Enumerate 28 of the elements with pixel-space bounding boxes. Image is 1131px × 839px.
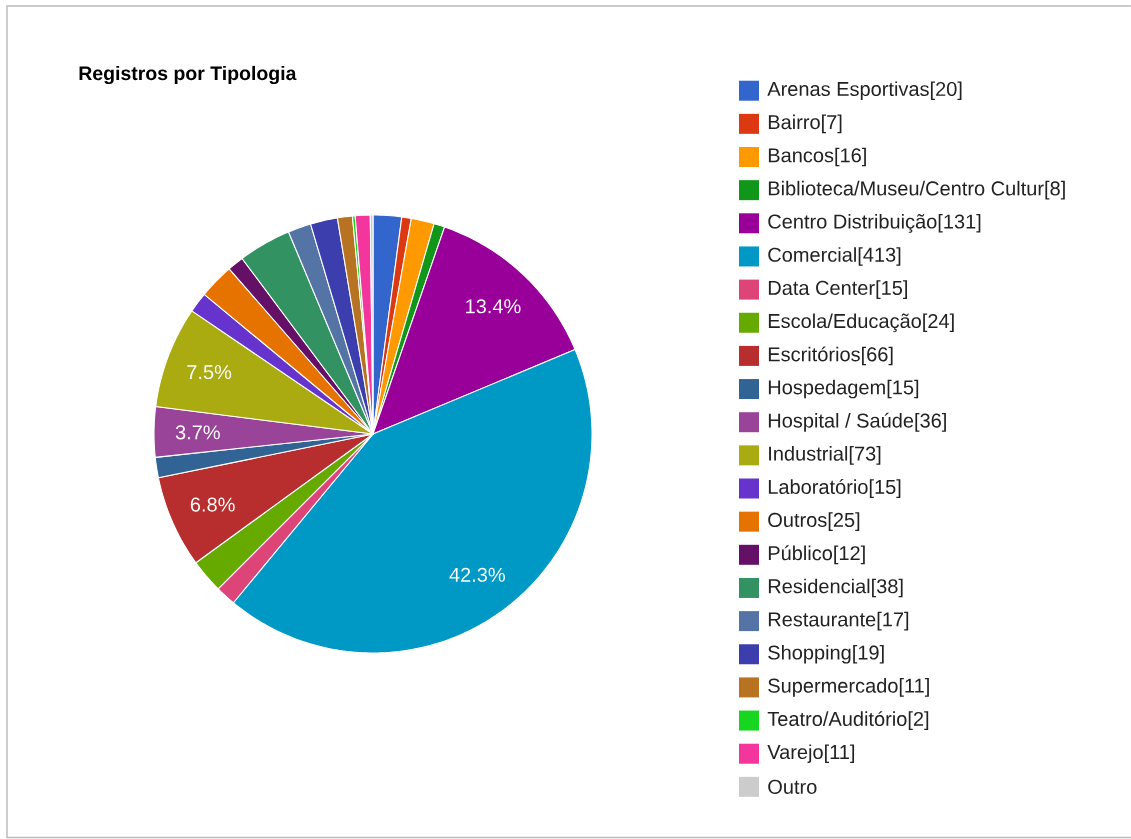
legend-label: Teatro/Auditório[2] xyxy=(767,711,929,730)
data-label: 13.4% xyxy=(466,299,521,314)
data-label: 42.3% xyxy=(449,567,505,582)
legend-label: Bairro[7] xyxy=(768,114,842,134)
legend-label: Público[12] xyxy=(768,545,865,565)
legend-label: Bancos[16] xyxy=(768,147,866,167)
chart-title: Registros por Tipologia xyxy=(79,65,297,85)
legend-label: Arenas Esportivas[20] xyxy=(767,81,962,101)
legend-label: Centro Distribuição[131] xyxy=(768,213,981,233)
legend-label: Varejo[11] xyxy=(767,744,855,764)
legend-label: Hospital / Saúde[36] xyxy=(768,412,946,432)
legend-label: Data Center[15] xyxy=(768,280,907,299)
legend-label: Residencial[38] xyxy=(768,578,903,598)
legend-label: Escritórios[66] xyxy=(768,346,893,366)
legend-label: Industrial[73] xyxy=(769,446,881,465)
legend-label: Outro xyxy=(768,779,817,794)
legend-label: Laboratório[15] xyxy=(768,479,901,498)
legend-label: Outros[25] xyxy=(768,512,860,531)
legend-label: Restaurante[17] xyxy=(768,611,909,631)
legend-label: Hospedagem[15] xyxy=(768,379,919,399)
data-label: 6.8% xyxy=(190,497,235,512)
data-label: 3.7% xyxy=(175,425,220,440)
legend-label: Shopping[19] xyxy=(768,644,884,664)
legend-label: Supermercado[11] xyxy=(768,678,929,697)
legend-label: Biblioteca/Museu/Centro Cultur[8] xyxy=(768,180,1065,200)
legend-label: Escola/Educação[24] xyxy=(768,313,954,333)
legend-label: Comercial[413] xyxy=(768,247,901,266)
data-label: 7.5% xyxy=(187,365,232,380)
